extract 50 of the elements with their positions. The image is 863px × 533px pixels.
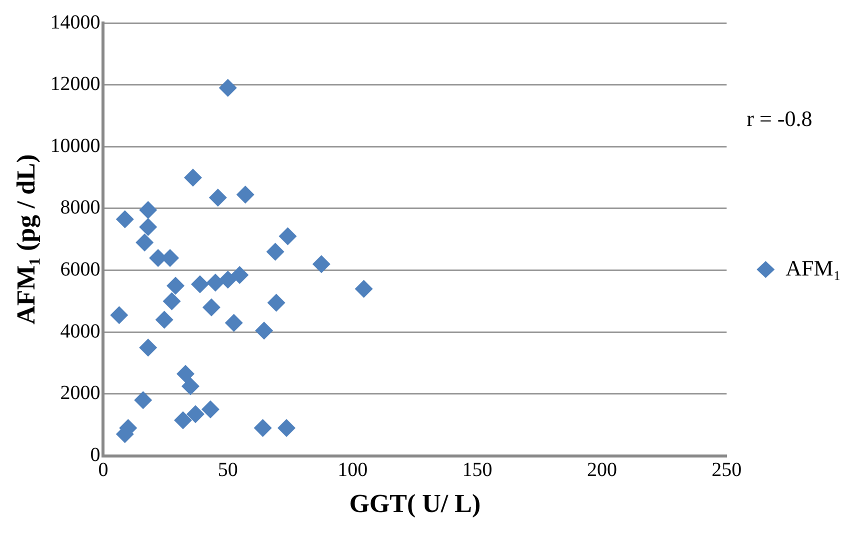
- y-tick-label: 8000: [60, 196, 100, 219]
- point: [277, 418, 296, 437]
- point: [255, 322, 274, 340]
- point: [110, 306, 128, 324]
- point: [181, 377, 200, 396]
- point: [166, 276, 185, 295]
- y-tick-label: 4000: [60, 320, 100, 342]
- y-tick-label: 14000: [50, 11, 100, 34]
- point: [155, 310, 174, 329]
- legend-label: AFM₁: [786, 255, 842, 280]
- point: [266, 242, 284, 261]
- x-tick-label: 50: [218, 459, 238, 482]
- point: [186, 405, 204, 424]
- point: [136, 233, 154, 252]
- point: [134, 391, 152, 410]
- x-tick-label: 100: [338, 459, 368, 482]
- point: [206, 274, 224, 292]
- x-tick-label: 200: [586, 459, 617, 482]
- point: [139, 201, 158, 220]
- y-axis-title: AFM₁ (pg / dL): [11, 154, 40, 325]
- point: [201, 400, 220, 418]
- point: [139, 218, 158, 236]
- y-tick-label: 10000: [50, 134, 100, 157]
- point: [236, 186, 254, 204]
- x-axis-title: GGT( U/ L): [349, 489, 481, 518]
- point: [254, 418, 272, 437]
- y-tick-label: 6000: [60, 258, 100, 281]
- point: [218, 78, 237, 97]
- point: [224, 314, 243, 332]
- point: [176, 364, 194, 383]
- point: [218, 270, 237, 289]
- point: [202, 298, 220, 316]
- point: [162, 292, 181, 310]
- point: [208, 188, 227, 207]
- point: [116, 210, 134, 228]
- point: [354, 280, 373, 298]
- point: [312, 255, 330, 274]
- point: [267, 294, 286, 312]
- point: [184, 168, 202, 187]
- y-tick-label: 2000: [60, 382, 100, 404]
- text: r = -0.8: [746, 106, 812, 131]
- point: [190, 275, 209, 294]
- point: [230, 266, 249, 284]
- point: [139, 338, 158, 357]
- point: [174, 411, 192, 430]
- x-tick-label: 250: [712, 459, 742, 482]
- x-tick-label: 150: [462, 459, 492, 482]
- y-tick-label: 0: [90, 444, 100, 466]
- y-tick-label: 12000: [50, 73, 100, 96]
- point: [278, 227, 297, 246]
